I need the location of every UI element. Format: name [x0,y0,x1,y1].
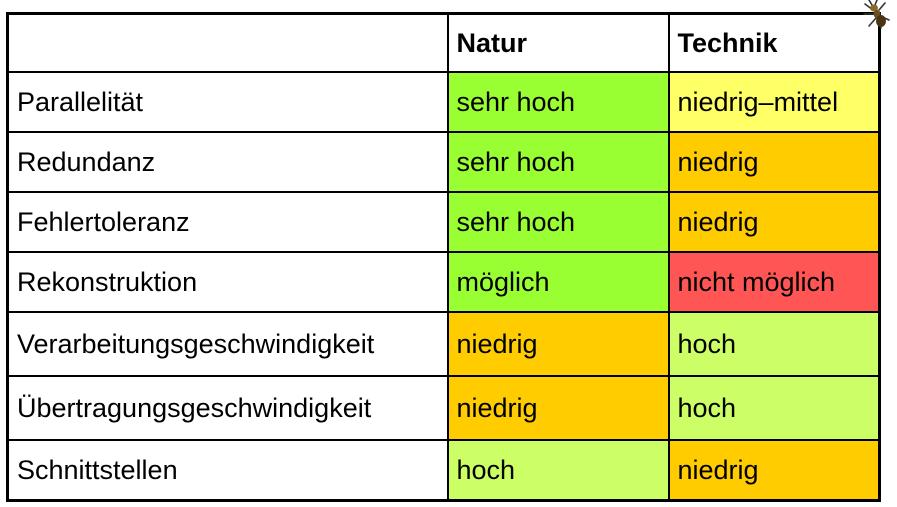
comparison-table: Natur Technik Parallelität sehr hoch nie… [6,12,881,502]
natur-cell: sehr hoch [446,131,670,193]
comparison-table-container: Natur Technik Parallelität sehr hoch nie… [6,12,881,502]
table-row-fehlertoleranz: Fehlertoleranz sehr hoch niedrig [6,191,881,253]
technik-cell: niedrig [667,191,881,253]
natur-cell: niedrig [446,311,670,377]
table-row-uebertragungsgeschwindigkeit: Übertragungsgeschwindigkeit niedrig hoch [6,375,881,441]
table-row-redundanz: Redundanz sehr hoch niedrig [6,131,881,193]
row-label: Verarbeitungsgeschwindigkeit [6,311,449,377]
row-label: Parallelität [6,71,449,133]
header-technik: Technik [667,12,881,73]
table-row-parallelitaet: Parallelität sehr hoch niedrig–mittel [6,71,881,133]
row-label: Schnittstellen [6,439,449,502]
row-label: Redundanz [6,131,449,193]
natur-cell: niedrig [446,375,670,441]
row-label: Übertragungsgeschwindigkeit [6,375,449,441]
ant-icon [859,0,893,35]
technik-cell: niedrig [667,131,881,193]
technik-cell: nicht möglich [667,251,881,313]
table-row-schnittstellen: Schnittstellen hoch niedrig [6,439,881,502]
technik-cell: niedrig [667,439,881,502]
natur-cell: möglich [446,251,670,313]
table-row-verarbeitungsgeschwindigkeit: Verarbeitungsgeschwindigkeit niedrig hoc… [6,311,881,377]
technik-cell: hoch [667,375,881,441]
natur-cell: hoch [446,439,670,502]
row-label: Fehlertoleranz [6,191,449,253]
table-row-rekonstruktion: Rekonstruktion möglich nicht möglich [6,251,881,313]
header-empty-cell [6,12,449,73]
table-header-row: Natur Technik [6,12,881,73]
natur-cell: sehr hoch [446,191,670,253]
technik-cell: niedrig–mittel [667,71,881,133]
technik-cell: hoch [667,311,881,377]
header-natur: Natur [446,12,670,73]
natur-cell: sehr hoch [446,71,670,133]
row-label: Rekonstruktion [6,251,449,313]
